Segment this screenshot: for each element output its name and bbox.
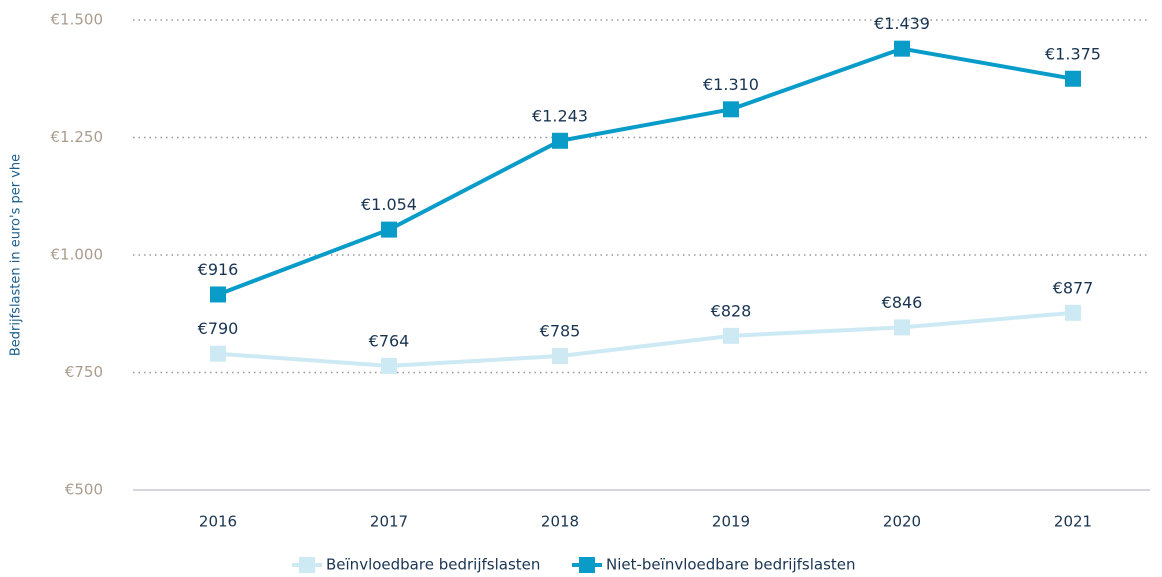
y-tick-label: €1.500: [51, 11, 104, 29]
point-marker: [210, 286, 226, 303]
data-label: €1.310: [703, 75, 759, 94]
data-label: €828: [711, 301, 752, 320]
point-marker: [1065, 304, 1081, 321]
y-tick-label: €750: [65, 363, 103, 381]
data-label: €1.439: [874, 14, 930, 33]
x-tick-label: 2016: [199, 513, 237, 531]
data-label: €764: [369, 331, 410, 350]
point-marker: [210, 345, 226, 362]
point-marker: [894, 319, 910, 336]
x-tick-label: 2020: [883, 513, 921, 531]
point-marker: [552, 348, 568, 365]
series-line: [217, 310, 1074, 368]
y-tick-label: €1.000: [51, 246, 104, 264]
data-label: €1.243: [532, 106, 588, 125]
point-marker: [723, 327, 739, 344]
data-label: €790: [198, 319, 239, 338]
data-label: €846: [882, 293, 923, 312]
y-tick-label: €500: [65, 481, 103, 499]
x-tick-label: 2018: [541, 513, 579, 531]
point-marker: [381, 221, 397, 238]
data-label: €785: [540, 322, 581, 341]
point-marker: [723, 101, 739, 118]
data-label: €1.375: [1045, 44, 1101, 63]
legend-marker: [579, 557, 595, 573]
legend-label: Beïnvloedbare bedrijfslasten: [326, 556, 540, 574]
x-tick-label: 2019: [712, 513, 750, 531]
legend-label: Niet-beïnvloedbare bedrijfslasten: [606, 556, 856, 574]
point-marker: [381, 357, 397, 374]
point-marker: [1065, 70, 1081, 87]
data-label: €877: [1053, 278, 1094, 297]
point-marker: [894, 40, 910, 57]
legend-marker: [299, 557, 315, 573]
y-axis-label: Bedrijfslasten in euro's per vhe: [9, 154, 24, 356]
data-label: €1.054: [361, 195, 417, 214]
series-line: [217, 46, 1074, 297]
point-marker: [552, 132, 568, 149]
data-label: €916: [198, 260, 239, 279]
x-tick-label: 2017: [370, 513, 408, 531]
y-tick-label: €1.250: [51, 128, 104, 146]
x-tick-label: 2021: [1054, 513, 1092, 531]
